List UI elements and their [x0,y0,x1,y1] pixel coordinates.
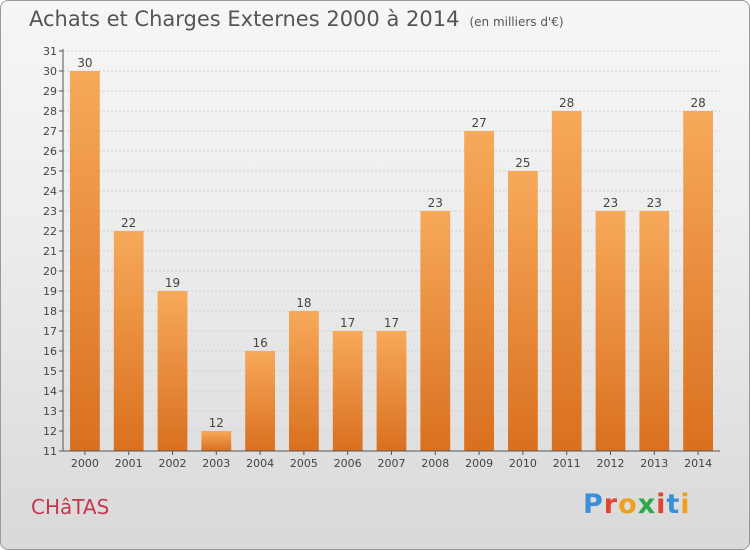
bar-value-label: 30 [77,56,92,70]
y-tick-label: 18 [43,305,57,318]
y-tick-label: 12 [43,425,57,438]
y-tick-label: 14 [43,385,57,398]
y-tick-label: 29 [43,85,57,98]
logo-letter: t [666,489,681,520]
y-tick-label: 20 [43,265,57,278]
bar-value-label: 17 [340,316,355,330]
bar-value-label: 28 [559,96,574,110]
y-tick-label: 28 [43,105,57,118]
x-tick-label: 2004 [246,457,274,470]
chart-title: Achats et Charges Externes 2000 à 2014 (e… [29,7,564,31]
y-tick-label: 22 [43,225,57,238]
bar [376,331,407,451]
bars [70,71,713,451]
bar [683,111,713,451]
bar [157,291,188,451]
x-tick-label: 2003 [202,457,230,470]
logo-letter: i [656,489,667,520]
y-tick-label: 23 [43,205,57,218]
bar-value-label: 23 [647,196,662,210]
x-tick-label: 2006 [334,457,362,470]
bar-value-label: 19 [165,276,180,290]
bar [70,71,100,451]
y-tick-label: 24 [43,185,57,198]
y-tick-label: 27 [43,125,57,138]
bar [551,111,582,451]
labels: 11 12 13 14 15 16 17 18 19 20 21 22 23 24 25 26 27 28 29 30… [43,45,712,470]
y-tick-label: 15 [43,365,57,378]
y-tick-label: 16 [43,345,57,358]
y-tick-label: 21 [43,245,57,258]
chart-title-text: Achats et Charges Externes 2000 à 2014 [29,7,460,31]
bar [639,211,670,451]
y-tick-label: 25 [43,165,57,178]
x-tick-label: 2010 [509,457,537,470]
bar [332,331,363,451]
commune-name: CHâTAS [31,495,110,519]
y-tick-label: 31 [43,45,57,58]
bar [113,231,144,451]
bar-value-label: 18 [296,296,311,310]
bar-value-label: 25 [515,156,530,170]
y-tick-label: 30 [43,65,57,78]
bar-value-label: 23 [428,196,443,210]
bar [508,171,538,451]
bar-value-label: 22 [121,216,136,230]
bar-value-label: 12 [209,416,224,430]
x-tick-label: 2012 [597,457,625,470]
logo-letter: x [637,489,657,520]
x-tick-label: 2002 [159,457,187,470]
bar [289,311,319,451]
logo-letter: i [680,489,691,520]
x-tick-label: 2000 [71,457,99,470]
bar-value-label: 28 [690,96,705,110]
bar [420,211,451,451]
y-tick-label: 26 [43,145,57,158]
x-tick-label: 2014 [684,457,712,470]
x-tick-label: 2009 [465,457,493,470]
x-tick-label: 2013 [640,457,668,470]
bar [201,431,232,451]
x-tick-label: 2011 [553,457,581,470]
bar [245,351,275,451]
bar-value-label: 17 [384,316,399,330]
x-tick-label: 2001 [115,457,143,470]
logo-letter: o [618,489,638,520]
bar-value-label: 27 [471,116,486,130]
bar [595,211,626,451]
y-tick-label: 17 [43,325,57,338]
logo-letter: P [583,489,604,520]
axes [59,49,720,455]
bar-value-label: 16 [252,336,267,350]
x-tick-label: 2007 [378,457,406,470]
x-tick-label: 2005 [290,457,318,470]
y-tick-label: 11 [43,445,57,458]
logo-letter: r [603,489,619,520]
y-tick-label: 19 [43,285,57,298]
chart-unit: (en milliers d'€) [469,15,564,29]
bar-value-label: 23 [603,196,618,210]
bar [464,131,494,451]
y-tick-label: 13 [43,405,57,418]
proxiti-logo[interactable]: Proxiti [583,489,691,520]
x-tick-label: 2008 [421,457,449,470]
